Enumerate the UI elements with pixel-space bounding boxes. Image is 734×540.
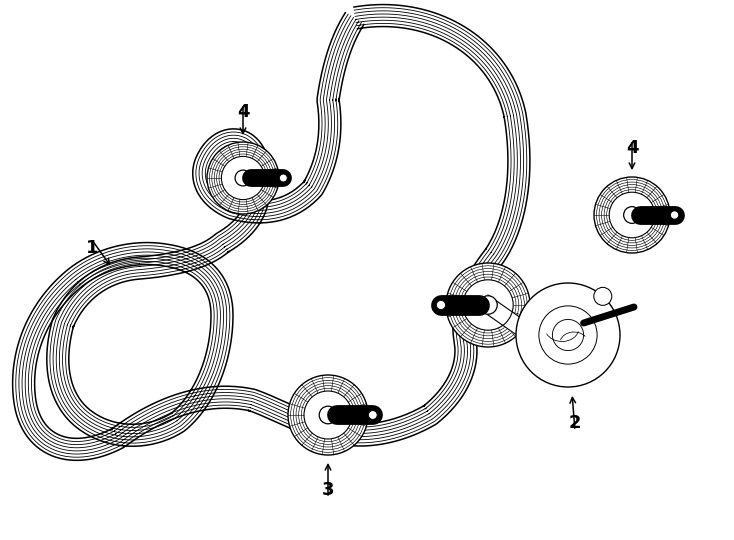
Circle shape	[280, 174, 287, 182]
Text: 1: 1	[86, 239, 98, 257]
Circle shape	[594, 177, 670, 253]
Text: 4: 4	[626, 139, 639, 157]
Circle shape	[479, 296, 497, 314]
Circle shape	[222, 157, 264, 200]
Circle shape	[516, 283, 620, 387]
Text: 4: 4	[237, 103, 250, 121]
Circle shape	[670, 211, 679, 219]
Circle shape	[235, 170, 251, 186]
Circle shape	[368, 410, 377, 420]
Circle shape	[463, 280, 513, 330]
Circle shape	[304, 391, 352, 439]
Circle shape	[624, 207, 640, 224]
Circle shape	[319, 406, 337, 424]
Polygon shape	[12, 4, 530, 461]
Circle shape	[446, 263, 530, 347]
Text: 2: 2	[569, 414, 581, 432]
Circle shape	[609, 192, 655, 238]
Circle shape	[288, 375, 368, 455]
Circle shape	[207, 142, 279, 214]
Circle shape	[437, 300, 446, 309]
Text: 3: 3	[321, 481, 334, 499]
Circle shape	[594, 287, 612, 305]
